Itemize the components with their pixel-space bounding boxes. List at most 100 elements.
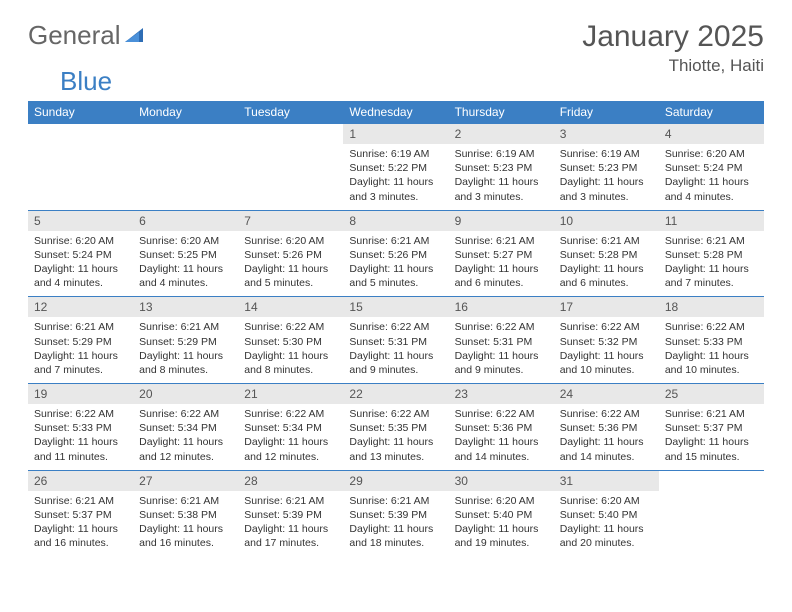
day-content: Sunrise: 6:22 AMSunset: 5:36 PMDaylight:… [449, 404, 554, 470]
day-number: 3 [554, 123, 659, 144]
day-content: Sunrise: 6:20 AMSunset: 5:24 PMDaylight:… [28, 231, 133, 297]
day-content: Sunrise: 6:22 AMSunset: 5:34 PMDaylight:… [133, 404, 238, 470]
day-number: 26 [28, 470, 133, 491]
daylight-text: Daylight: 11 hours and 10 minutes. [665, 349, 758, 377]
daylight-text: Daylight: 11 hours and 15 minutes. [665, 435, 758, 463]
sunset-text: Sunset: 5:23 PM [560, 161, 653, 175]
day-cell: 28Sunrise: 6:21 AMSunset: 5:39 PMDayligh… [238, 470, 343, 557]
brand-logo: General [28, 20, 147, 51]
sunrise-text: Sunrise: 6:20 AM [34, 234, 127, 248]
daylight-text: Daylight: 11 hours and 12 minutes. [244, 435, 337, 463]
day-number [28, 123, 133, 130]
day-number: 8 [343, 210, 448, 231]
day-content: Sunrise: 6:20 AMSunset: 5:25 PMDaylight:… [133, 231, 238, 297]
sunset-text: Sunset: 5:39 PM [349, 508, 442, 522]
day-content: Sunrise: 6:21 AMSunset: 5:28 PMDaylight:… [659, 231, 764, 297]
calendar-table: Sunday Monday Tuesday Wednesday Thursday… [28, 101, 764, 556]
day-header-row: Sunday Monday Tuesday Wednesday Thursday… [28, 101, 764, 123]
daylight-text: Daylight: 11 hours and 16 minutes. [34, 522, 127, 550]
day-cell: 27Sunrise: 6:21 AMSunset: 5:38 PMDayligh… [133, 470, 238, 557]
day-number: 5 [28, 210, 133, 231]
sunrise-text: Sunrise: 6:22 AM [560, 407, 653, 421]
day-cell: 26Sunrise: 6:21 AMSunset: 5:37 PMDayligh… [28, 470, 133, 557]
day-cell: 29Sunrise: 6:21 AMSunset: 5:39 PMDayligh… [343, 470, 448, 557]
daylight-text: Daylight: 11 hours and 4 minutes. [34, 262, 127, 290]
daylight-text: Daylight: 11 hours and 5 minutes. [244, 262, 337, 290]
sunset-text: Sunset: 5:23 PM [455, 161, 548, 175]
sunset-text: Sunset: 5:32 PM [560, 335, 653, 349]
day-content: Sunrise: 6:22 AMSunset: 5:34 PMDaylight:… [238, 404, 343, 470]
day-number: 17 [554, 296, 659, 317]
daylight-text: Daylight: 11 hours and 7 minutes. [665, 262, 758, 290]
day-cell: 11Sunrise: 6:21 AMSunset: 5:28 PMDayligh… [659, 210, 764, 297]
sunrise-text: Sunrise: 6:19 AM [349, 147, 442, 161]
day-cell: 10Sunrise: 6:21 AMSunset: 5:28 PMDayligh… [554, 210, 659, 297]
sunset-text: Sunset: 5:36 PM [455, 421, 548, 435]
dh-wed: Wednesday [343, 101, 448, 123]
sunrise-text: Sunrise: 6:22 AM [349, 320, 442, 334]
day-cell: 20Sunrise: 6:22 AMSunset: 5:34 PMDayligh… [133, 383, 238, 470]
day-cell: 21Sunrise: 6:22 AMSunset: 5:34 PMDayligh… [238, 383, 343, 470]
sunset-text: Sunset: 5:33 PM [34, 421, 127, 435]
dh-fri: Friday [554, 101, 659, 123]
day-cell: 4Sunrise: 6:20 AMSunset: 5:24 PMDaylight… [659, 123, 764, 210]
day-cell: 8Sunrise: 6:21 AMSunset: 5:26 PMDaylight… [343, 210, 448, 297]
day-cell: 5Sunrise: 6:20 AMSunset: 5:24 PMDaylight… [28, 210, 133, 297]
day-content: Sunrise: 6:21 AMSunset: 5:37 PMDaylight:… [28, 491, 133, 557]
day-content: Sunrise: 6:19 AMSunset: 5:23 PMDaylight:… [449, 144, 554, 210]
sunset-text: Sunset: 5:28 PM [665, 248, 758, 262]
sunset-text: Sunset: 5:34 PM [139, 421, 232, 435]
sunrise-text: Sunrise: 6:20 AM [560, 494, 653, 508]
sunrise-text: Sunrise: 6:21 AM [139, 320, 232, 334]
daylight-text: Daylight: 11 hours and 6 minutes. [455, 262, 548, 290]
daylight-text: Daylight: 11 hours and 14 minutes. [560, 435, 653, 463]
dh-tue: Tuesday [238, 101, 343, 123]
sunrise-text: Sunrise: 6:22 AM [455, 407, 548, 421]
day-cell: 12Sunrise: 6:21 AMSunset: 5:29 PMDayligh… [28, 296, 133, 383]
day-number: 11 [659, 210, 764, 231]
sunset-text: Sunset: 5:29 PM [139, 335, 232, 349]
brand-part2-wrap: Blue [60, 66, 792, 97]
day-content: Sunrise: 6:21 AMSunset: 5:38 PMDaylight:… [133, 491, 238, 557]
sunset-text: Sunset: 5:40 PM [560, 508, 653, 522]
day-cell: 2Sunrise: 6:19 AMSunset: 5:23 PMDaylight… [449, 123, 554, 210]
day-cell: 30Sunrise: 6:20 AMSunset: 5:40 PMDayligh… [449, 470, 554, 557]
sunset-text: Sunset: 5:22 PM [349, 161, 442, 175]
sunset-text: Sunset: 5:40 PM [455, 508, 548, 522]
day-cell: 17 Sunrise: 6:22 AMSunset: 5:32 PMDayligh… [554, 296, 659, 383]
daylight-text: Daylight: 11 hours and 3 minutes. [349, 175, 442, 203]
week-row: 19Sunrise: 6:22 AMSunset: 5:33 PMDayligh… [28, 383, 764, 470]
sunrise-text: Sunrise: 6:21 AM [34, 494, 127, 508]
sunrise-text: Sunrise: 6:22 AM [665, 320, 758, 334]
day-content: Sunrise: 6:22 AMSunset: 5:36 PMDaylight:… [554, 404, 659, 470]
sail-icon [125, 26, 147, 44]
day-cell: 15Sunrise: 6:22 AMSunset: 5:31 PMDayligh… [343, 296, 448, 383]
sunrise-text: Sunrise: 6:21 AM [244, 494, 337, 508]
day-number: 16 [449, 296, 554, 317]
day-content: Sunrise: 6:22 AMSunset: 5:35 PMDaylight:… [343, 404, 448, 470]
day-content: Sunrise: 6:22 AMSunset: 5:31 PMDaylight:… [449, 317, 554, 383]
sunrise-text: Sunrise: 6:22 AM [455, 320, 548, 334]
sunset-text: Sunset: 5:33 PM [665, 335, 758, 349]
day-content: Sunrise: 6:21 AMSunset: 5:37 PMDaylight:… [659, 404, 764, 470]
daylight-text: Daylight: 11 hours and 12 minutes. [139, 435, 232, 463]
day-number: 25 [659, 383, 764, 404]
day-number: 22 [343, 383, 448, 404]
sunrise-text: Sunrise: 6:22 AM [560, 320, 653, 334]
daylight-text: Daylight: 11 hours and 11 minutes. [34, 435, 127, 463]
day-number: 18 [659, 296, 764, 317]
day-number: 19 [28, 383, 133, 404]
day-number: 28 [238, 470, 343, 491]
week-row: 12Sunrise: 6:21 AMSunset: 5:29 PMDayligh… [28, 296, 764, 383]
daylight-text: Daylight: 11 hours and 4 minutes. [665, 175, 758, 203]
day-cell [28, 123, 133, 210]
sunrise-text: Sunrise: 6:19 AM [560, 147, 653, 161]
sunset-text: Sunset: 5:31 PM [349, 335, 442, 349]
day-content: Sunrise: 6:21 AMSunset: 5:26 PMDaylight:… [343, 231, 448, 297]
sunrise-text: Sunrise: 6:22 AM [244, 407, 337, 421]
sunset-text: Sunset: 5:38 PM [139, 508, 232, 522]
sunset-text: Sunset: 5:37 PM [34, 508, 127, 522]
daylight-text: Daylight: 11 hours and 10 minutes. [560, 349, 653, 377]
day-number: 27 [133, 470, 238, 491]
sunset-text: Sunset: 5:24 PM [665, 161, 758, 175]
